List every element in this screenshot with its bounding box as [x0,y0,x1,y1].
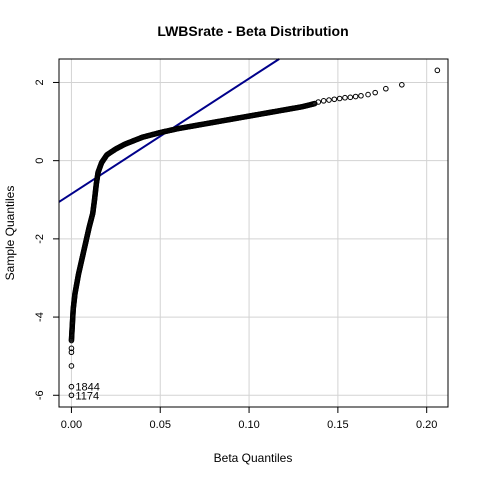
plot-frame [58,58,449,408]
x-tick-label-1: 0.05 [150,419,171,431]
x-tick-label-0: 0.00 [61,419,82,431]
data-point-sparse-10 [372,89,378,96]
y-tick-label-1: -4 [34,312,46,322]
y-axis-label: Sample Quantiles [3,186,17,281]
data-point-sparse-3 [331,96,338,103]
y-tick-label-3: 0 [34,158,46,164]
data-point-sparse-16 [68,363,75,369]
x-axis: 0.00 0.05 0.10 0.15 0.20 [61,407,437,431]
y-axis: -6 -4 -2 0 2 [34,79,59,400]
data-point-sparse-11 [383,85,389,92]
y-tick-label-0: -6 [34,390,46,400]
x-tick-label-3: 0.15 [327,419,348,431]
data-point-sparse-14 [68,345,75,352]
x-tick-label-4: 0.20 [416,419,437,431]
data-point-sparse-8 [358,92,364,99]
data-points [68,67,441,399]
data-point-sparse-6 [347,94,354,101]
grid-lines [59,59,448,407]
y-tick-label-4: 2 [34,79,46,85]
data-point-labeled-0 [68,383,75,390]
chart-title: LWBSrate - Beta Distribution [157,23,348,39]
data-point-sparse-2 [326,97,332,103]
data-point-labeled-1 [68,392,75,399]
data-point-sparse-13 [434,67,441,74]
point-label-1: 1174 [75,390,99,402]
data-point-sparse-7 [352,93,359,100]
x-tick-label-2: 0.10 [238,419,259,431]
data-point-sparse-12 [399,82,405,88]
data-point-sparse-5 [342,94,348,101]
data-point-sparse-0 [315,99,322,105]
data-point-sparse-9 [365,91,371,98]
data-point-sparse-15 [68,349,75,356]
data-point-sparse-4 [336,95,343,102]
x-axis-label: Beta Quantiles [214,451,293,465]
point-label-0: 1844 [75,382,99,394]
data-point-sparse-1 [320,98,327,104]
y-tick-label-2: -2 [34,234,46,244]
